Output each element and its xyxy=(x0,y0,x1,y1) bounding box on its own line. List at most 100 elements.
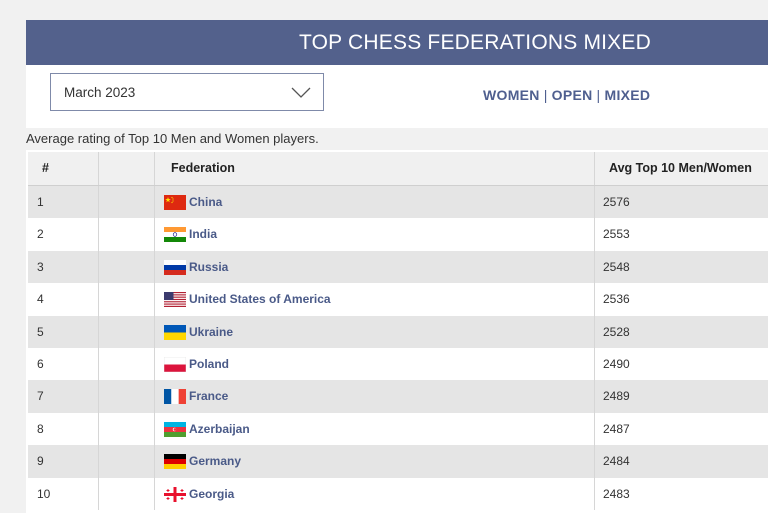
title-bar: TOP CHESS FEDERATIONS MIXED xyxy=(26,20,768,65)
table-row: 9 Germany 2484 xyxy=(28,445,768,478)
chevron-down-icon xyxy=(291,87,311,98)
column-divider xyxy=(154,348,155,381)
france-flag-icon xyxy=(164,389,186,405)
avg-rating-cell: 2528 xyxy=(603,324,630,339)
column-divider xyxy=(594,283,595,316)
column-header-rank: # xyxy=(42,161,49,175)
filter-separator: | xyxy=(543,87,548,103)
rank-cell: 10 xyxy=(37,486,51,501)
column-divider xyxy=(594,186,595,219)
period-select-value: March 2023 xyxy=(64,85,136,100)
filter-women-link[interactable]: WOMEN xyxy=(483,87,540,103)
avg-rating-cell: 2484 xyxy=(603,454,630,469)
rank-cell: 3 xyxy=(37,259,44,274)
column-divider xyxy=(154,477,155,510)
period-select[interactable]: March 2023 xyxy=(50,73,324,111)
column-divider xyxy=(98,315,99,348)
column-divider xyxy=(98,380,99,413)
column-divider xyxy=(98,412,99,446)
column-divider xyxy=(154,152,155,185)
column-divider xyxy=(154,186,155,219)
page-title: TOP CHESS FEDERATIONS MIXED xyxy=(299,31,651,54)
column-divider xyxy=(594,218,595,251)
column-divider xyxy=(154,380,155,413)
russia-flag-icon xyxy=(164,259,186,275)
rank-cell: 7 xyxy=(37,389,44,404)
column-divider xyxy=(154,250,155,284)
rank-cell: 1 xyxy=(37,195,44,209)
georgia-flag-icon xyxy=(164,486,186,502)
avg-rating-cell: 2490 xyxy=(603,357,630,371)
column-divider xyxy=(594,380,595,413)
azerbaijan-flag-icon xyxy=(164,421,186,437)
federation-link[interactable]: United States of America xyxy=(189,292,331,307)
filter-mixed-link[interactable]: MIXED xyxy=(604,87,651,103)
table-row: 3 Russia 2548 xyxy=(28,250,768,284)
usa-flag-icon xyxy=(164,292,186,308)
table-caption: Average rating of Top 10 Men and Women p… xyxy=(26,131,319,146)
china-flag-icon xyxy=(164,195,186,210)
column-divider xyxy=(154,412,155,446)
federation-link[interactable]: Poland xyxy=(189,357,230,371)
column-divider xyxy=(98,283,99,316)
table-row: 8 Azerbaijan 2487 xyxy=(28,412,768,446)
rank-cell: 8 xyxy=(37,421,44,436)
india-flag-icon xyxy=(164,227,186,243)
column-divider xyxy=(98,250,99,284)
avg-rating-cell: 2553 xyxy=(603,227,630,242)
avg-rating-cell: 2489 xyxy=(603,389,630,404)
rank-cell: 9 xyxy=(37,454,44,469)
column-divider xyxy=(594,315,595,348)
column-divider xyxy=(594,412,595,446)
column-divider xyxy=(98,477,99,510)
filter-separator: | xyxy=(596,87,601,103)
filter-open-link[interactable]: OPEN xyxy=(551,87,593,103)
table-row: 4 United States of America 2536 xyxy=(28,283,768,316)
poland-flag-icon xyxy=(164,357,186,372)
federation-link[interactable]: France xyxy=(189,389,229,404)
table-row: 10 Georgia 2483 xyxy=(28,477,768,510)
column-divider xyxy=(98,186,99,219)
category-filters: WOMEN | OPEN | MIXED xyxy=(483,87,650,103)
column-divider xyxy=(98,445,99,478)
column-divider xyxy=(154,283,155,316)
column-divider xyxy=(594,445,595,478)
column-divider xyxy=(594,152,595,185)
avg-rating-cell: 2487 xyxy=(603,421,630,436)
column-divider xyxy=(98,218,99,251)
column-divider xyxy=(98,152,99,185)
column-header-avg: Avg Top 10 Men/Women xyxy=(609,161,752,175)
table-header: # Federation Avg Top 10 Men/Women xyxy=(28,152,768,186)
rank-cell: 4 xyxy=(37,292,44,307)
rank-cell: 2 xyxy=(37,227,44,242)
column-divider xyxy=(154,315,155,348)
federation-link[interactable]: China xyxy=(189,195,223,209)
subtitle-band xyxy=(0,128,768,150)
column-divider xyxy=(594,348,595,381)
avg-rating-cell: 2576 xyxy=(603,195,630,209)
germany-flag-icon xyxy=(164,454,186,470)
column-divider xyxy=(154,445,155,478)
table-row: 1 China 2576 xyxy=(28,186,768,219)
table-row: 6 Poland 2490 xyxy=(28,348,768,381)
federation-link[interactable]: Germany xyxy=(189,454,242,469)
federation-link[interactable]: Russia xyxy=(189,259,229,274)
avg-rating-cell: 2536 xyxy=(603,292,630,307)
federation-link[interactable]: India xyxy=(189,227,218,242)
table-row: 2 India 2553 xyxy=(28,218,768,251)
federation-link[interactable]: Azerbaijan xyxy=(189,421,250,436)
rank-cell: 6 xyxy=(37,357,44,371)
avg-rating-cell: 2548 xyxy=(603,259,630,274)
rank-cell: 5 xyxy=(37,324,44,339)
column-divider xyxy=(98,348,99,381)
column-divider xyxy=(594,250,595,284)
column-divider xyxy=(594,477,595,510)
table-row: 7 France 2489 xyxy=(28,380,768,413)
ukraine-flag-icon xyxy=(164,324,186,340)
avg-rating-cell: 2483 xyxy=(603,486,630,501)
column-divider xyxy=(154,218,155,251)
federation-link[interactable]: Ukraine xyxy=(189,324,234,339)
table-row: 5 Ukraine 2528 xyxy=(28,315,768,348)
federation-link[interactable]: Georgia xyxy=(189,486,235,501)
column-header-federation: Federation xyxy=(171,161,235,175)
